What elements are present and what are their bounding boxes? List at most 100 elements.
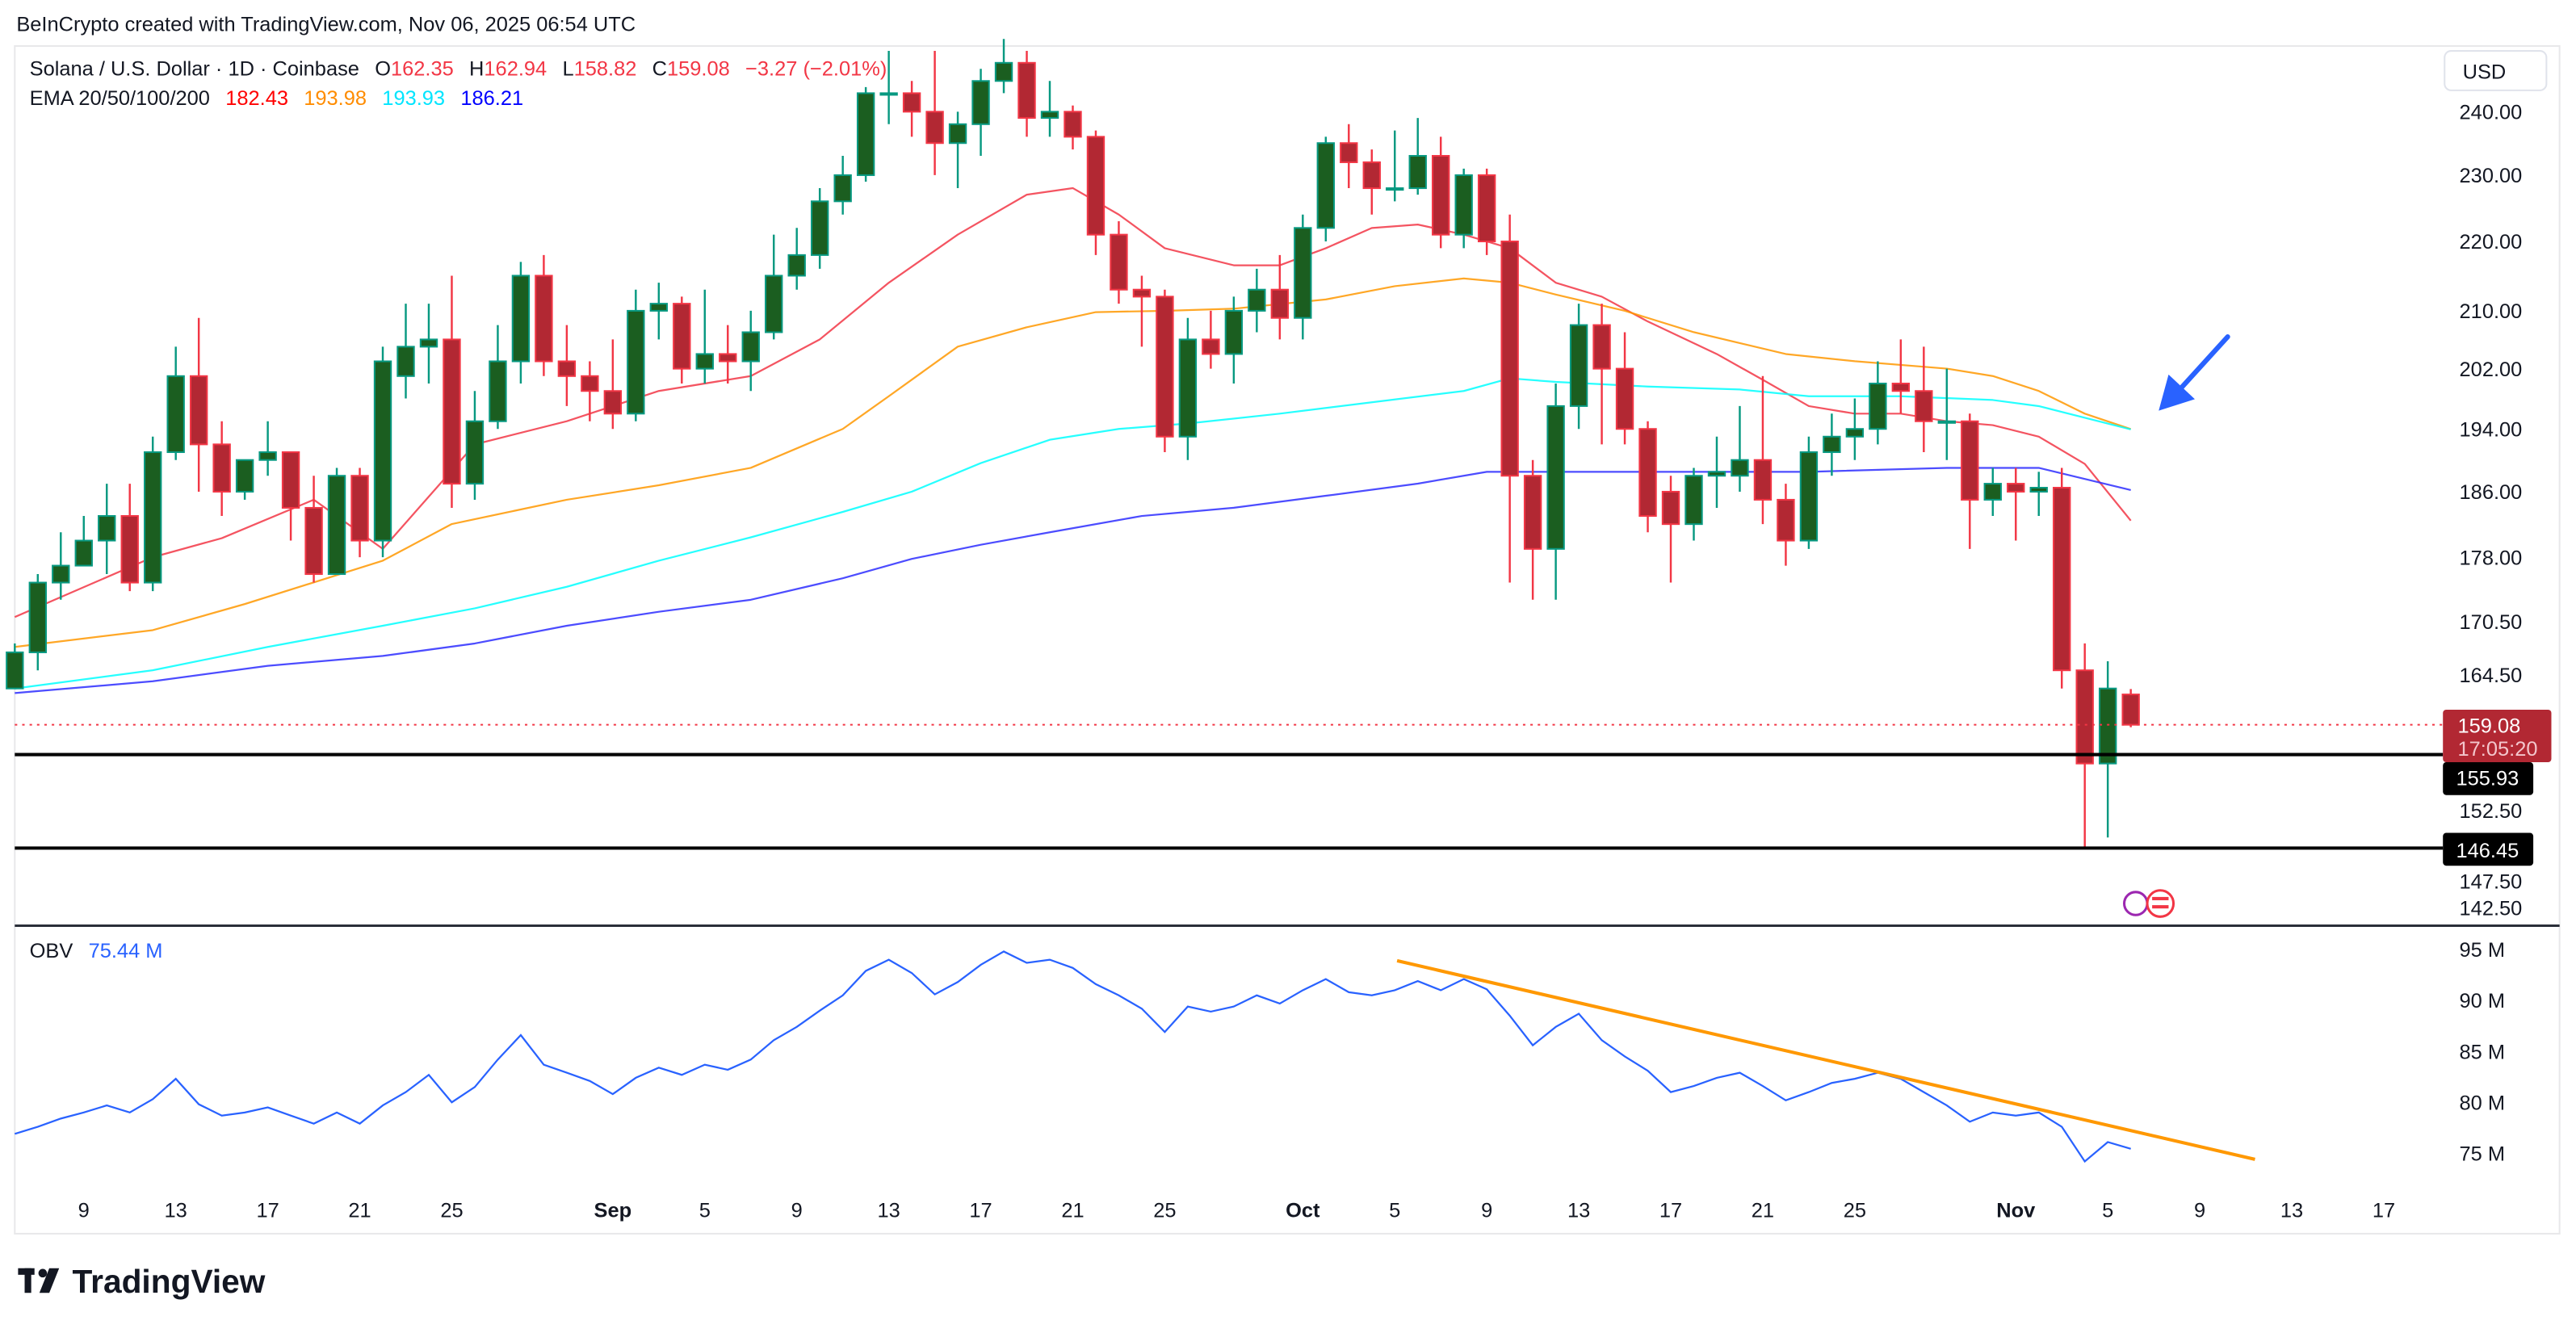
candle-down	[1777, 484, 1795, 566]
obv-tick-label: 90 M	[2460, 990, 2506, 1012]
earnings-event-icon[interactable]	[2123, 891, 2149, 916]
candle-body	[1500, 240, 1519, 477]
candle-down	[673, 296, 691, 384]
candle-body	[765, 275, 783, 333]
candle-up	[649, 283, 668, 340]
time-tick-label: 17	[2373, 1200, 2395, 1222]
candle-body	[1569, 324, 1588, 407]
time-tick-label: 21	[348, 1200, 371, 1222]
tradingview-logo-icon	[18, 1268, 60, 1293]
candle-down	[1500, 214, 1519, 583]
candle-body	[1961, 420, 1979, 501]
candle-body	[1937, 420, 1956, 424]
candle-down	[925, 50, 944, 175]
candle-up	[948, 111, 967, 189]
us-flag-stripe	[2152, 905, 2169, 909]
price-tick-label: 230.00	[2460, 165, 2523, 187]
candle-up	[1316, 136, 1335, 242]
candle-up	[6, 643, 24, 690]
candle-up	[856, 86, 875, 182]
candle-down	[1753, 375, 1773, 525]
candle-up	[74, 516, 93, 567]
candle-body	[1224, 309, 1244, 355]
price-tick-label: 202.00	[2460, 358, 2523, 381]
candle-down	[189, 317, 208, 492]
price-tick-label: 142.50	[2460, 897, 2523, 920]
candle-up	[765, 234, 783, 340]
obv-label: OBV	[30, 940, 73, 962]
time-tick-label: 5	[2102, 1200, 2113, 1222]
candle-body	[603, 390, 623, 415]
candle-down	[1270, 254, 1290, 340]
candle-up	[1845, 398, 1865, 460]
time-tick-label: 5	[1389, 1200, 1400, 1222]
candle-body	[258, 451, 277, 461]
candle-body	[1731, 459, 1749, 477]
change-value: −3.27 (−2.01%)	[745, 58, 887, 81]
candle-up	[833, 156, 852, 215]
candle-body	[557, 360, 577, 377]
us-flag-icon[interactable]	[2146, 889, 2175, 918]
candle-down	[281, 451, 300, 541]
currency-button[interactable]	[2444, 50, 2548, 91]
candle-body	[2075, 669, 2094, 765]
candle-up	[166, 346, 185, 460]
time-tick-label: 21	[1061, 1200, 1084, 1222]
candle-up	[994, 39, 1013, 94]
time-tick-label: 25	[1153, 1200, 1176, 1222]
annotation-arrow-icon	[2159, 334, 2230, 411]
candle-body	[925, 111, 944, 145]
candle-body	[166, 375, 185, 454]
candle-body	[719, 353, 737, 363]
candle-body	[1248, 288, 1266, 312]
candle-body	[649, 303, 668, 312]
obv-trendline[interactable]	[1396, 958, 2255, 1161]
price-tick-label: 220.00	[2460, 231, 2523, 254]
time-tick-label: 13	[877, 1200, 900, 1222]
candle-down	[443, 275, 461, 508]
chart-frame	[14, 44, 2561, 1235]
candle-body	[1661, 490, 1680, 526]
candle-down	[902, 81, 921, 137]
candle-down	[1661, 476, 1680, 583]
countdown-text: 17:05:20	[2458, 738, 2538, 761]
candle-body	[1615, 367, 1634, 430]
candle-body	[1017, 61, 1036, 119]
candle-body	[1777, 498, 1795, 542]
candle-body	[189, 375, 208, 446]
level-tag-2: 146.45	[2443, 832, 2534, 866]
price-tick-label: 186.00	[2460, 481, 2523, 504]
tradingview-logo[interactable]: TradingView	[18, 1263, 266, 1300]
price-tick-label: 147.50	[2460, 871, 2523, 894]
candle-down	[2007, 467, 2025, 541]
candle-up	[787, 228, 806, 290]
candle-body	[2121, 694, 2140, 726]
candle-down	[1891, 339, 1911, 414]
level-tag-2-text: 146.45	[2456, 840, 2519, 862]
candle-up	[1684, 467, 1703, 541]
candle-body	[1707, 471, 1726, 477]
candle-down	[581, 361, 599, 421]
logo-text: TradingView	[73, 1263, 266, 1300]
candle-body	[1110, 233, 1128, 291]
events-icons[interactable]	[2123, 889, 2175, 918]
candle-body	[1891, 382, 1911, 392]
level-tag-1-text: 155.93	[2456, 768, 2519, 790]
candle-body	[1845, 428, 1865, 438]
candle-body	[1386, 187, 1404, 191]
candle-down	[535, 254, 553, 376]
candle-down	[350, 467, 369, 558]
candle-up	[1983, 467, 2002, 517]
candle-up	[627, 289, 645, 421]
candle-body	[350, 475, 369, 542]
candle-down	[1915, 346, 1933, 453]
time-tick-label: 17	[256, 1200, 279, 1222]
candle-body	[741, 331, 760, 363]
candle-body	[1432, 154, 1450, 236]
price-tick-label: 170.50	[2460, 611, 2523, 634]
candle-up	[1040, 81, 1059, 137]
candle-up	[1386, 130, 1404, 202]
candle-body	[535, 275, 553, 363]
price-tick-label: 194.00	[2460, 418, 2523, 441]
